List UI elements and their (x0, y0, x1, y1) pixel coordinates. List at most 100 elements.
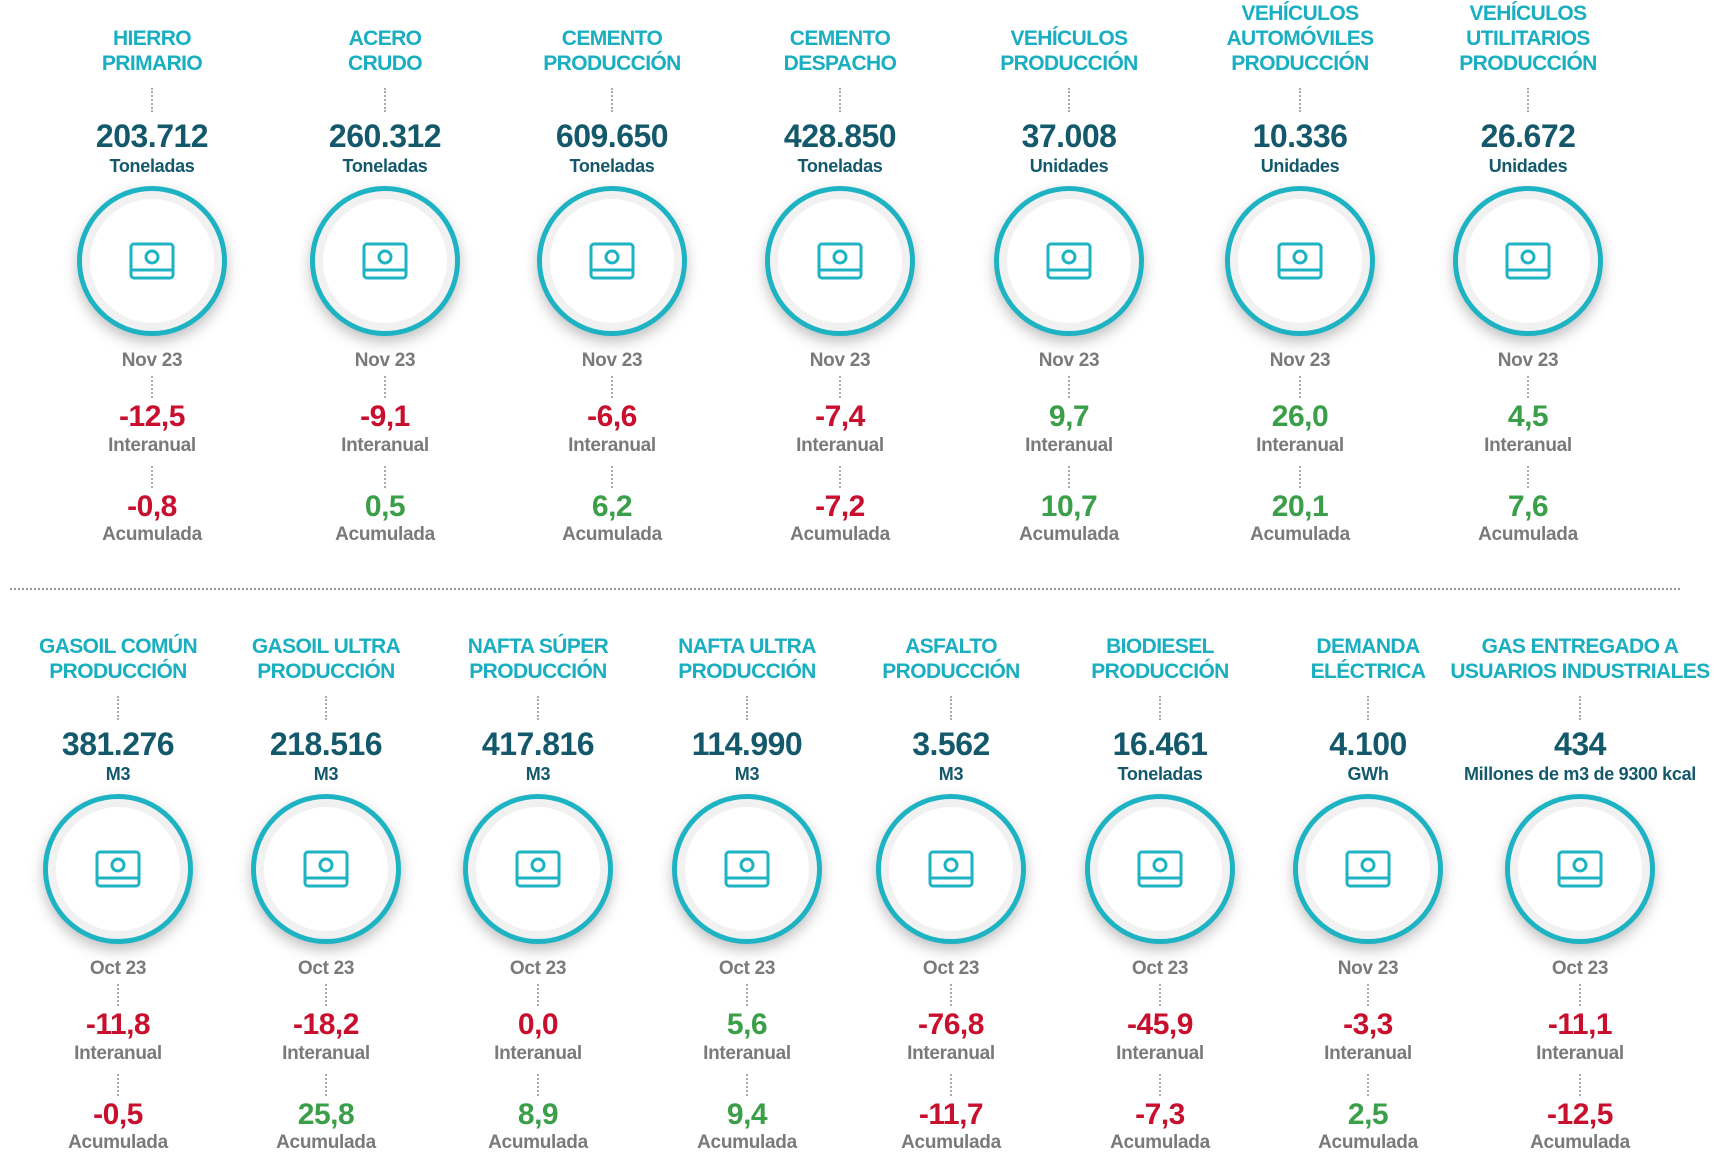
acumulada-label: Acumulada (1530, 1132, 1630, 1153)
item-period: Nov 23 (809, 350, 871, 371)
item-title: PRODUCCIÓN (49, 660, 187, 683)
interanual-value: 9,7 (1048, 400, 1090, 433)
item-title: CRUDO (348, 52, 423, 75)
acumulada-value: 25,8 (297, 1098, 355, 1131)
item-title: GAS ENTREGADO A (1481, 635, 1679, 658)
interanual-value: -11,1 (1547, 1008, 1613, 1041)
item-unit: M3 (105, 764, 131, 784)
acumulada-label: Acumulada (1019, 524, 1119, 545)
connector (1579, 696, 1581, 720)
icon (817, 242, 863, 280)
acumulada-label: Acumulada (1478, 524, 1578, 545)
interanual-label: Interanual (108, 435, 196, 456)
icon (1345, 850, 1391, 888)
icon (1046, 242, 1092, 280)
item-period: Oct 23 (297, 958, 355, 979)
acumulada-label: Acumulada (790, 524, 890, 545)
item-title: ELÉCTRICA (1310, 660, 1426, 683)
connector (1367, 1074, 1369, 1096)
item-period: Oct 23 (1131, 958, 1189, 979)
icon (1557, 850, 1603, 888)
item-title: UTILITARIOS (1466, 27, 1590, 50)
interanual-label: Interanual (1256, 435, 1344, 456)
interanual-label: Interanual (74, 1043, 162, 1064)
acumulada-label: Acumulada (1318, 1132, 1418, 1153)
item-unit: Toneladas (569, 156, 655, 176)
connector (151, 88, 153, 112)
icon (95, 850, 141, 888)
connector (1159, 696, 1161, 720)
item-period: Oct 23 (509, 958, 567, 979)
item-unit: Toneladas (109, 156, 195, 176)
item-title: PRODUCCIÓN (1459, 52, 1597, 75)
interanual-value: -7,4 (815, 400, 865, 433)
icon-circle (43, 794, 193, 944)
item-period: Nov 23 (581, 350, 643, 371)
item-title: PRODUCCIÓN (543, 52, 681, 75)
acumulada-label: Acumulada (562, 524, 662, 545)
acumulada-value: 20,1 (1271, 490, 1329, 523)
interanual-label: Interanual (282, 1043, 370, 1064)
item-period: Oct 23 (718, 958, 776, 979)
item-title: PRODUCCIÓN (678, 660, 816, 683)
connector (950, 984, 952, 1006)
connector (1068, 88, 1070, 112)
icon (1137, 850, 1183, 888)
connector (1579, 984, 1581, 1006)
connector (537, 696, 539, 720)
icon-circle (251, 794, 401, 944)
item-value: 16.461 (1112, 726, 1208, 762)
interanual-value: -9,1 (360, 400, 410, 433)
item-unit: Toneladas (342, 156, 428, 176)
item-unit: Unidades (1029, 156, 1109, 176)
item-title: NAFTA ULTRA (678, 635, 816, 658)
acumulada-label: Acumulada (335, 524, 435, 545)
item-title: USUARIOS INDUSTRIALES (1450, 660, 1710, 683)
item-period: Nov 23 (121, 350, 183, 371)
acumulada-value: -0,8 (127, 490, 177, 523)
item-title: DEMANDA (1316, 635, 1420, 658)
icon (1505, 242, 1551, 280)
interanual-label: Interanual (796, 435, 884, 456)
item-unit: M3 (313, 764, 339, 784)
connector (1159, 1074, 1161, 1096)
item-title: HIERRO (112, 27, 192, 50)
connector (611, 376, 613, 398)
connector (117, 696, 119, 720)
interanual-label: Interanual (1025, 435, 1113, 456)
icon (129, 242, 175, 280)
connector (950, 696, 952, 720)
icon-circle (537, 186, 687, 336)
item-period: Nov 23 (354, 350, 416, 371)
interanual-label: Interanual (907, 1043, 995, 1064)
interanual-label: Interanual (1484, 435, 1572, 456)
item-unit: Unidades (1488, 156, 1568, 176)
connector (537, 1074, 539, 1096)
item-period: Nov 23 (1337, 958, 1399, 979)
connector (611, 88, 613, 112)
item-title: VEHÍCULOS (1469, 2, 1587, 25)
item-value: 428.850 (783, 118, 897, 154)
icon-circle (994, 186, 1144, 336)
item-value: 37.008 (1021, 118, 1117, 154)
item-unit: Millones de m3 de 9300 kcal (1463, 764, 1697, 784)
connector (151, 466, 153, 488)
acumulada-value: 7,6 (1507, 490, 1549, 523)
icon (1277, 242, 1323, 280)
icon-circle (1085, 794, 1235, 944)
item-value: 4.100 (1329, 726, 1407, 762)
item-value: 609.650 (555, 118, 669, 154)
item-unit: M3 (938, 764, 964, 784)
item-title: PRODUCCIÓN (1000, 52, 1138, 75)
acumulada-label: Acumulada (488, 1132, 588, 1153)
item-title: NAFTA SÚPER (467, 635, 609, 658)
item-period: Nov 23 (1497, 350, 1559, 371)
icon-circle (77, 186, 227, 336)
item-title: GASOIL COMÚN (38, 635, 198, 658)
item-title: BIODIESEL (1106, 635, 1214, 658)
icon-circle (1293, 794, 1443, 944)
item-period: Oct 23 (1551, 958, 1609, 979)
interanual-value: 0,0 (517, 1008, 559, 1041)
acumulada-label: Acumulada (1110, 1132, 1210, 1153)
interanual-label: Interanual (1324, 1043, 1412, 1064)
